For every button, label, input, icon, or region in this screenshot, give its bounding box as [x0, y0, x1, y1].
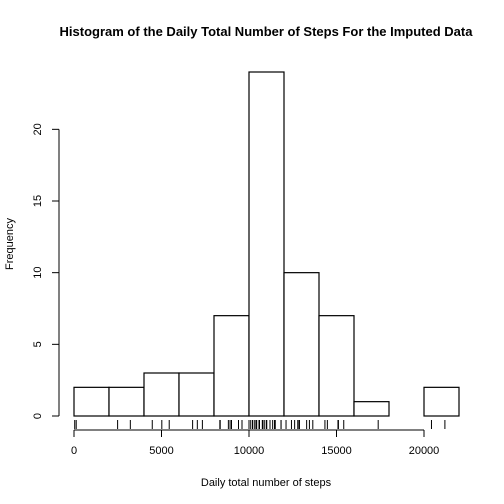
x-axis-label: Daily total number of steps: [201, 477, 332, 489]
chart-title: Histogram of the Daily Total Number of S…: [60, 24, 474, 39]
y-tick-label: 15: [32, 195, 44, 207]
histogram-bar: [179, 373, 214, 416]
histogram-bar: [249, 72, 284, 416]
x-axis: 0 5000 10000 15000 20000: [71, 430, 439, 457]
x-tick-label: 15000: [321, 445, 352, 457]
histogram-bar: [354, 402, 389, 416]
histogram-bar: [144, 373, 179, 416]
x-tick-label: 0: [71, 445, 77, 457]
histogram-bar: [424, 387, 459, 416]
histogram-bar: [319, 316, 354, 416]
y-tick-label: 10: [32, 267, 44, 279]
y-axis-label: Frequency: [4, 218, 16, 270]
histogram-bars: [74, 72, 459, 416]
y-tick-label: 20: [32, 123, 44, 135]
histogram-bar: [109, 387, 144, 416]
y-tick-label: 5: [32, 341, 44, 347]
x-tick-label: 5000: [149, 445, 173, 457]
x-tick-label: 10000: [234, 445, 265, 457]
histogram-bar: [74, 387, 109, 416]
histogram-bar: [284, 273, 319, 416]
x-tick-label: 20000: [409, 445, 440, 457]
histogram-bar: [214, 316, 249, 416]
y-tick-label: 0: [32, 413, 44, 419]
y-axis: 0 5 10 15 20: [32, 123, 59, 419]
rug-marks: [75, 420, 445, 429]
